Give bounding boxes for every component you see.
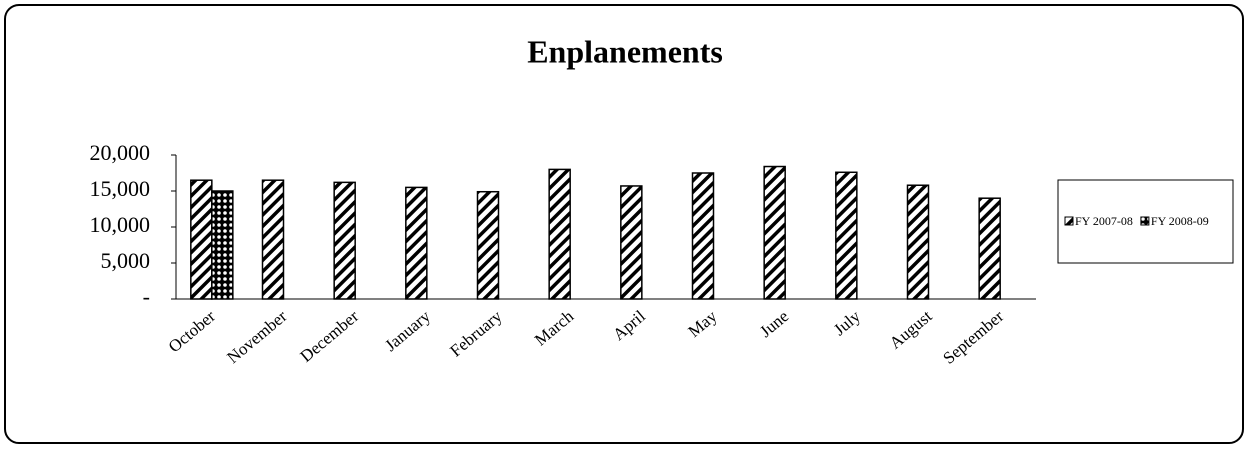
x-tick-label: November xyxy=(223,306,290,367)
bar xyxy=(906,184,930,300)
bar xyxy=(978,197,1001,300)
x-tick-label: August xyxy=(886,306,936,352)
y-tick-label: - xyxy=(143,284,150,309)
x-tick-label: April xyxy=(609,306,649,344)
legend-box xyxy=(1057,179,1234,264)
chart-title: Enplanements xyxy=(527,33,723,69)
y-tick-label: 5,000 xyxy=(101,248,151,273)
bar xyxy=(548,168,571,300)
x-tick-label: March xyxy=(531,306,578,349)
bar xyxy=(476,190,500,300)
x-tick-label: January xyxy=(381,306,434,355)
x-tick-label: December xyxy=(297,306,363,366)
bar xyxy=(763,165,786,300)
bar xyxy=(405,186,428,300)
bar xyxy=(620,185,643,300)
legend-label: FY 2008-09 xyxy=(1151,214,1209,228)
x-tick-label: February xyxy=(446,306,506,360)
legend-label: FY 2007-08 xyxy=(1075,214,1133,228)
y-tick-label: 20,000 xyxy=(90,140,151,165)
bar xyxy=(211,190,234,300)
bar xyxy=(261,179,285,300)
x-tick-label: October xyxy=(165,306,219,356)
y-tick-label: 15,000 xyxy=(90,176,151,201)
x-tick-label: July xyxy=(830,306,864,339)
bar xyxy=(691,172,715,300)
x-tick-label: June xyxy=(756,307,792,342)
y-tick-label: 10,000 xyxy=(90,212,151,237)
legend-swatch xyxy=(1064,216,1074,226)
x-tick-label: May xyxy=(684,306,720,341)
bar xyxy=(333,181,356,300)
x-tick-label: September xyxy=(939,306,1007,368)
legend-swatch xyxy=(1140,216,1150,226)
bar xyxy=(835,171,858,300)
chart-border xyxy=(4,4,1244,444)
bar xyxy=(190,179,213,300)
